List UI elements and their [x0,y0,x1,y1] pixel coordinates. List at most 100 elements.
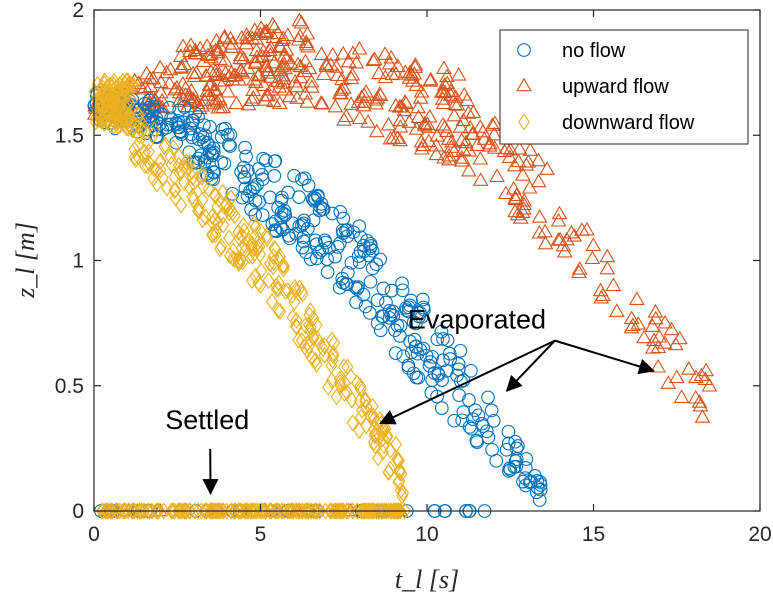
data-point [223,127,238,142]
data-point [217,156,232,171]
data-point [276,56,293,71]
settled-point [228,502,241,520]
legend-item: no flow [517,40,626,62]
data-point [318,56,335,71]
data-point [310,189,325,204]
data-point [325,206,340,221]
data-point [441,151,457,166]
data-point [354,377,367,395]
data-point [209,187,222,205]
data-point [434,401,449,415]
data-point [273,220,288,235]
data-point [214,130,229,144]
data-point [344,368,357,386]
data-point [266,293,279,311]
data-point [324,46,341,61]
data-point [171,114,186,128]
data-point [149,129,164,144]
data-point [439,75,456,90]
data-point [387,97,404,112]
data-point [370,427,383,445]
data-point [462,393,476,407]
data-point [393,463,406,481]
legend-item: upward flow [516,76,669,98]
y-axis-label: z_l [m] [11,222,40,299]
data-point [370,293,385,308]
data-point [442,346,457,361]
data-point [195,130,210,145]
data-point [300,221,315,236]
data-point [141,134,154,152]
data-point [425,349,440,364]
data-point [255,262,268,280]
data-point [369,257,384,272]
settled-point [206,502,219,520]
data-point [453,132,470,147]
data-point [388,323,402,338]
settled-point [278,502,291,520]
data-point [270,25,286,40]
data-point [496,143,513,158]
data-point [112,111,125,129]
data-point [158,138,171,156]
data-point [297,63,313,77]
data-point [238,222,251,240]
data-point [164,147,177,165]
data-point [219,83,236,98]
data-point [360,114,376,128]
data-point [379,295,393,310]
data-point [460,105,477,119]
data-point [214,240,227,258]
data-point [255,208,270,222]
data-point [532,493,547,507]
settled-point [241,502,254,520]
data-point [225,189,238,207]
settled-point [296,502,309,520]
y-tick-label: 1 [72,250,84,273]
data-point [143,113,157,127]
data-point [254,245,267,263]
data-point [274,302,287,320]
data-point [297,213,311,228]
data-point [172,48,189,62]
data-point [313,46,330,60]
data-point [376,281,391,296]
data-point [269,73,286,87]
settled-point [264,502,277,520]
data-point [516,474,530,489]
settled-point [314,502,327,520]
data-point [270,280,283,298]
data-point [472,172,489,186]
data-point [507,203,523,218]
data-point [233,255,246,273]
data-point [369,437,382,455]
data-point [320,265,335,279]
data-point [452,119,469,133]
data-point [135,120,148,138]
data-point [177,100,192,114]
data-point [446,107,463,122]
data-point [465,104,482,118]
data-point [539,161,555,175]
data-point [245,272,258,290]
data-point [608,303,625,317]
settled-point [359,502,372,520]
data-point [258,87,275,102]
data-point [259,64,276,79]
data-point [298,338,311,356]
data-point [212,38,229,53]
data-point [187,42,204,56]
legend-marker [517,113,531,131]
data-point [258,58,275,72]
data-point [651,328,668,343]
data-point [623,310,640,325]
data-point [286,308,299,326]
data-point [529,485,544,500]
data-point [551,205,568,220]
data-point [556,243,573,258]
data-point [193,199,206,217]
data-point [185,163,198,181]
data-point [258,23,275,37]
annotation-evaporated: Evaporated [378,305,655,425]
data-point [414,137,431,152]
